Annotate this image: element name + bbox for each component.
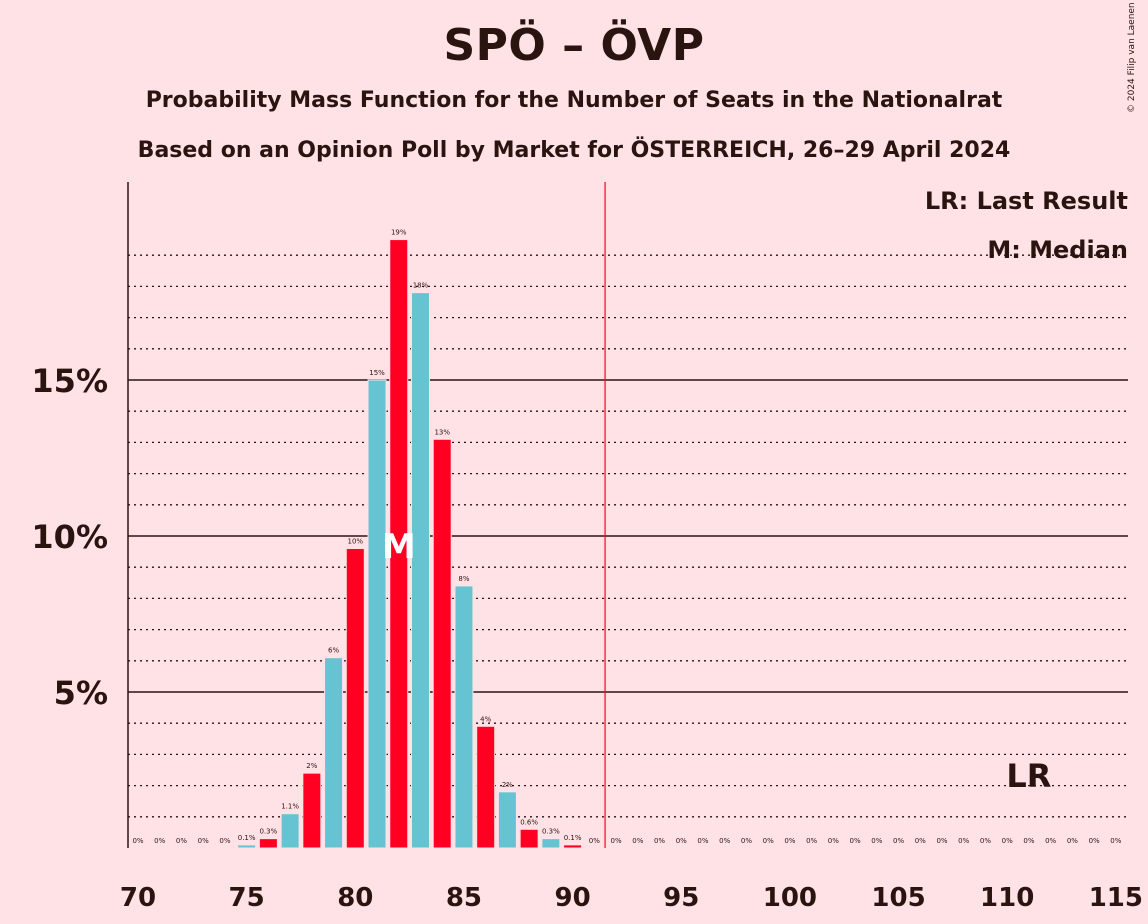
data-label-103: 0% bbox=[850, 837, 861, 845]
data-label-90: 0.1% bbox=[564, 834, 582, 842]
data-label-93: 0% bbox=[632, 837, 643, 845]
data-label-75: 0.1% bbox=[238, 834, 256, 842]
data-label-97: 0% bbox=[719, 837, 730, 845]
legend-median: M: Median bbox=[987, 236, 1128, 264]
y-tick-label: 10% bbox=[31, 518, 108, 556]
bar-75 bbox=[237, 844, 257, 849]
data-label-77: 1.1% bbox=[281, 803, 299, 811]
x-tick-label: 80 bbox=[337, 883, 373, 913]
data-label-98: 0% bbox=[741, 837, 752, 845]
data-label-76: 0.3% bbox=[259, 828, 277, 836]
data-label-88: 0.6% bbox=[520, 818, 538, 826]
bar-78 bbox=[302, 772, 322, 849]
x-tick-label: 75 bbox=[229, 883, 265, 913]
bar-79 bbox=[324, 657, 344, 849]
data-label-114: 0% bbox=[1089, 837, 1100, 845]
data-label-112: 0% bbox=[1045, 837, 1056, 845]
data-label-72: 0% bbox=[176, 837, 187, 845]
x-tick-label: 105 bbox=[871, 883, 925, 913]
data-label-111: 0% bbox=[1023, 837, 1034, 845]
y-tick-label: 5% bbox=[54, 674, 108, 712]
data-label-110: 0% bbox=[1002, 837, 1013, 845]
data-label-105: 0% bbox=[893, 837, 904, 845]
bar-89 bbox=[541, 838, 561, 849]
data-label-104: 0% bbox=[871, 837, 882, 845]
data-label-106: 0% bbox=[915, 837, 926, 845]
data-label-115: 0% bbox=[1110, 837, 1121, 845]
data-label-83: 18% bbox=[413, 282, 429, 290]
data-labels-group: 0% 0% 0% 0% 0% 0.1%0.3%1.1%2%6%10%15%19%18%13… bbox=[132, 229, 1121, 845]
data-label-80: 10% bbox=[348, 537, 364, 545]
x-tick-label: 95 bbox=[663, 883, 699, 913]
data-label-85: 8% bbox=[458, 575, 469, 583]
data-label-86: 4% bbox=[480, 715, 491, 723]
x-tick-label: 110 bbox=[980, 883, 1034, 913]
bar-84 bbox=[432, 438, 452, 849]
legend-last-result: LR: Last Result bbox=[925, 187, 1128, 215]
chart-title: SPÖ – ÖVP bbox=[443, 20, 705, 71]
x-tick-label: 90 bbox=[555, 883, 591, 913]
data-label-99: 0% bbox=[763, 837, 774, 845]
data-label-102: 0% bbox=[828, 837, 839, 845]
bar-82 bbox=[389, 239, 409, 849]
data-label-89: 0.3% bbox=[542, 828, 560, 836]
bar-86 bbox=[476, 725, 496, 849]
data-label-87: 2% bbox=[502, 781, 513, 789]
bar-87 bbox=[497, 791, 517, 849]
data-label-107: 0% bbox=[936, 837, 947, 845]
chart-subtitle-2: Based on an Opinion Poll by Market for Ö… bbox=[137, 138, 1011, 163]
x-tick-label: 115 bbox=[1089, 883, 1143, 913]
bars-group bbox=[237, 239, 583, 849]
data-label-101: 0% bbox=[806, 837, 817, 845]
data-label-100: 0% bbox=[784, 837, 795, 845]
bar-80 bbox=[345, 547, 365, 849]
data-label-71: 0% bbox=[154, 837, 165, 845]
data-label-70: 0% bbox=[132, 837, 143, 845]
data-label-94: 0% bbox=[654, 837, 665, 845]
data-label-74: 0% bbox=[219, 837, 230, 845]
y-tick-label: 15% bbox=[31, 362, 108, 400]
data-label-109: 0% bbox=[980, 837, 991, 845]
x-tick-label: 100 bbox=[763, 883, 817, 913]
x-tick-label: 85 bbox=[446, 883, 482, 913]
median-marker: M bbox=[382, 527, 416, 567]
bar-76 bbox=[258, 838, 278, 849]
data-label-91: 0% bbox=[589, 837, 600, 845]
bar-88 bbox=[519, 828, 539, 849]
data-label-84: 13% bbox=[434, 428, 450, 436]
data-label-95: 0% bbox=[676, 837, 687, 845]
y-tick-labels: 5% 10% 15% bbox=[31, 362, 108, 712]
data-label-92: 0% bbox=[611, 837, 622, 845]
bar-90 bbox=[563, 844, 583, 849]
data-label-113: 0% bbox=[1067, 837, 1078, 845]
x-tick-label: 70 bbox=[120, 883, 156, 913]
bar-81 bbox=[367, 379, 387, 849]
bar-77 bbox=[280, 813, 300, 849]
chart-subtitle-1: Probability Mass Function for the Number… bbox=[145, 88, 1003, 113]
data-label-96: 0% bbox=[697, 837, 708, 845]
grid-lines bbox=[128, 254, 1128, 818]
bar-85 bbox=[454, 585, 474, 849]
data-label-73: 0% bbox=[198, 837, 209, 845]
last-result-marker: LR bbox=[1006, 757, 1051, 795]
data-label-78: 2% bbox=[306, 762, 317, 770]
data-label-79: 6% bbox=[328, 647, 339, 655]
data-label-108: 0% bbox=[958, 837, 969, 845]
data-label-82: 19% bbox=[391, 229, 407, 237]
data-label-81: 15% bbox=[369, 369, 385, 377]
x-tick-labels: 70 75 80 85 90 95 100 105 110 115 bbox=[120, 883, 1143, 913]
bar-83 bbox=[410, 292, 430, 849]
